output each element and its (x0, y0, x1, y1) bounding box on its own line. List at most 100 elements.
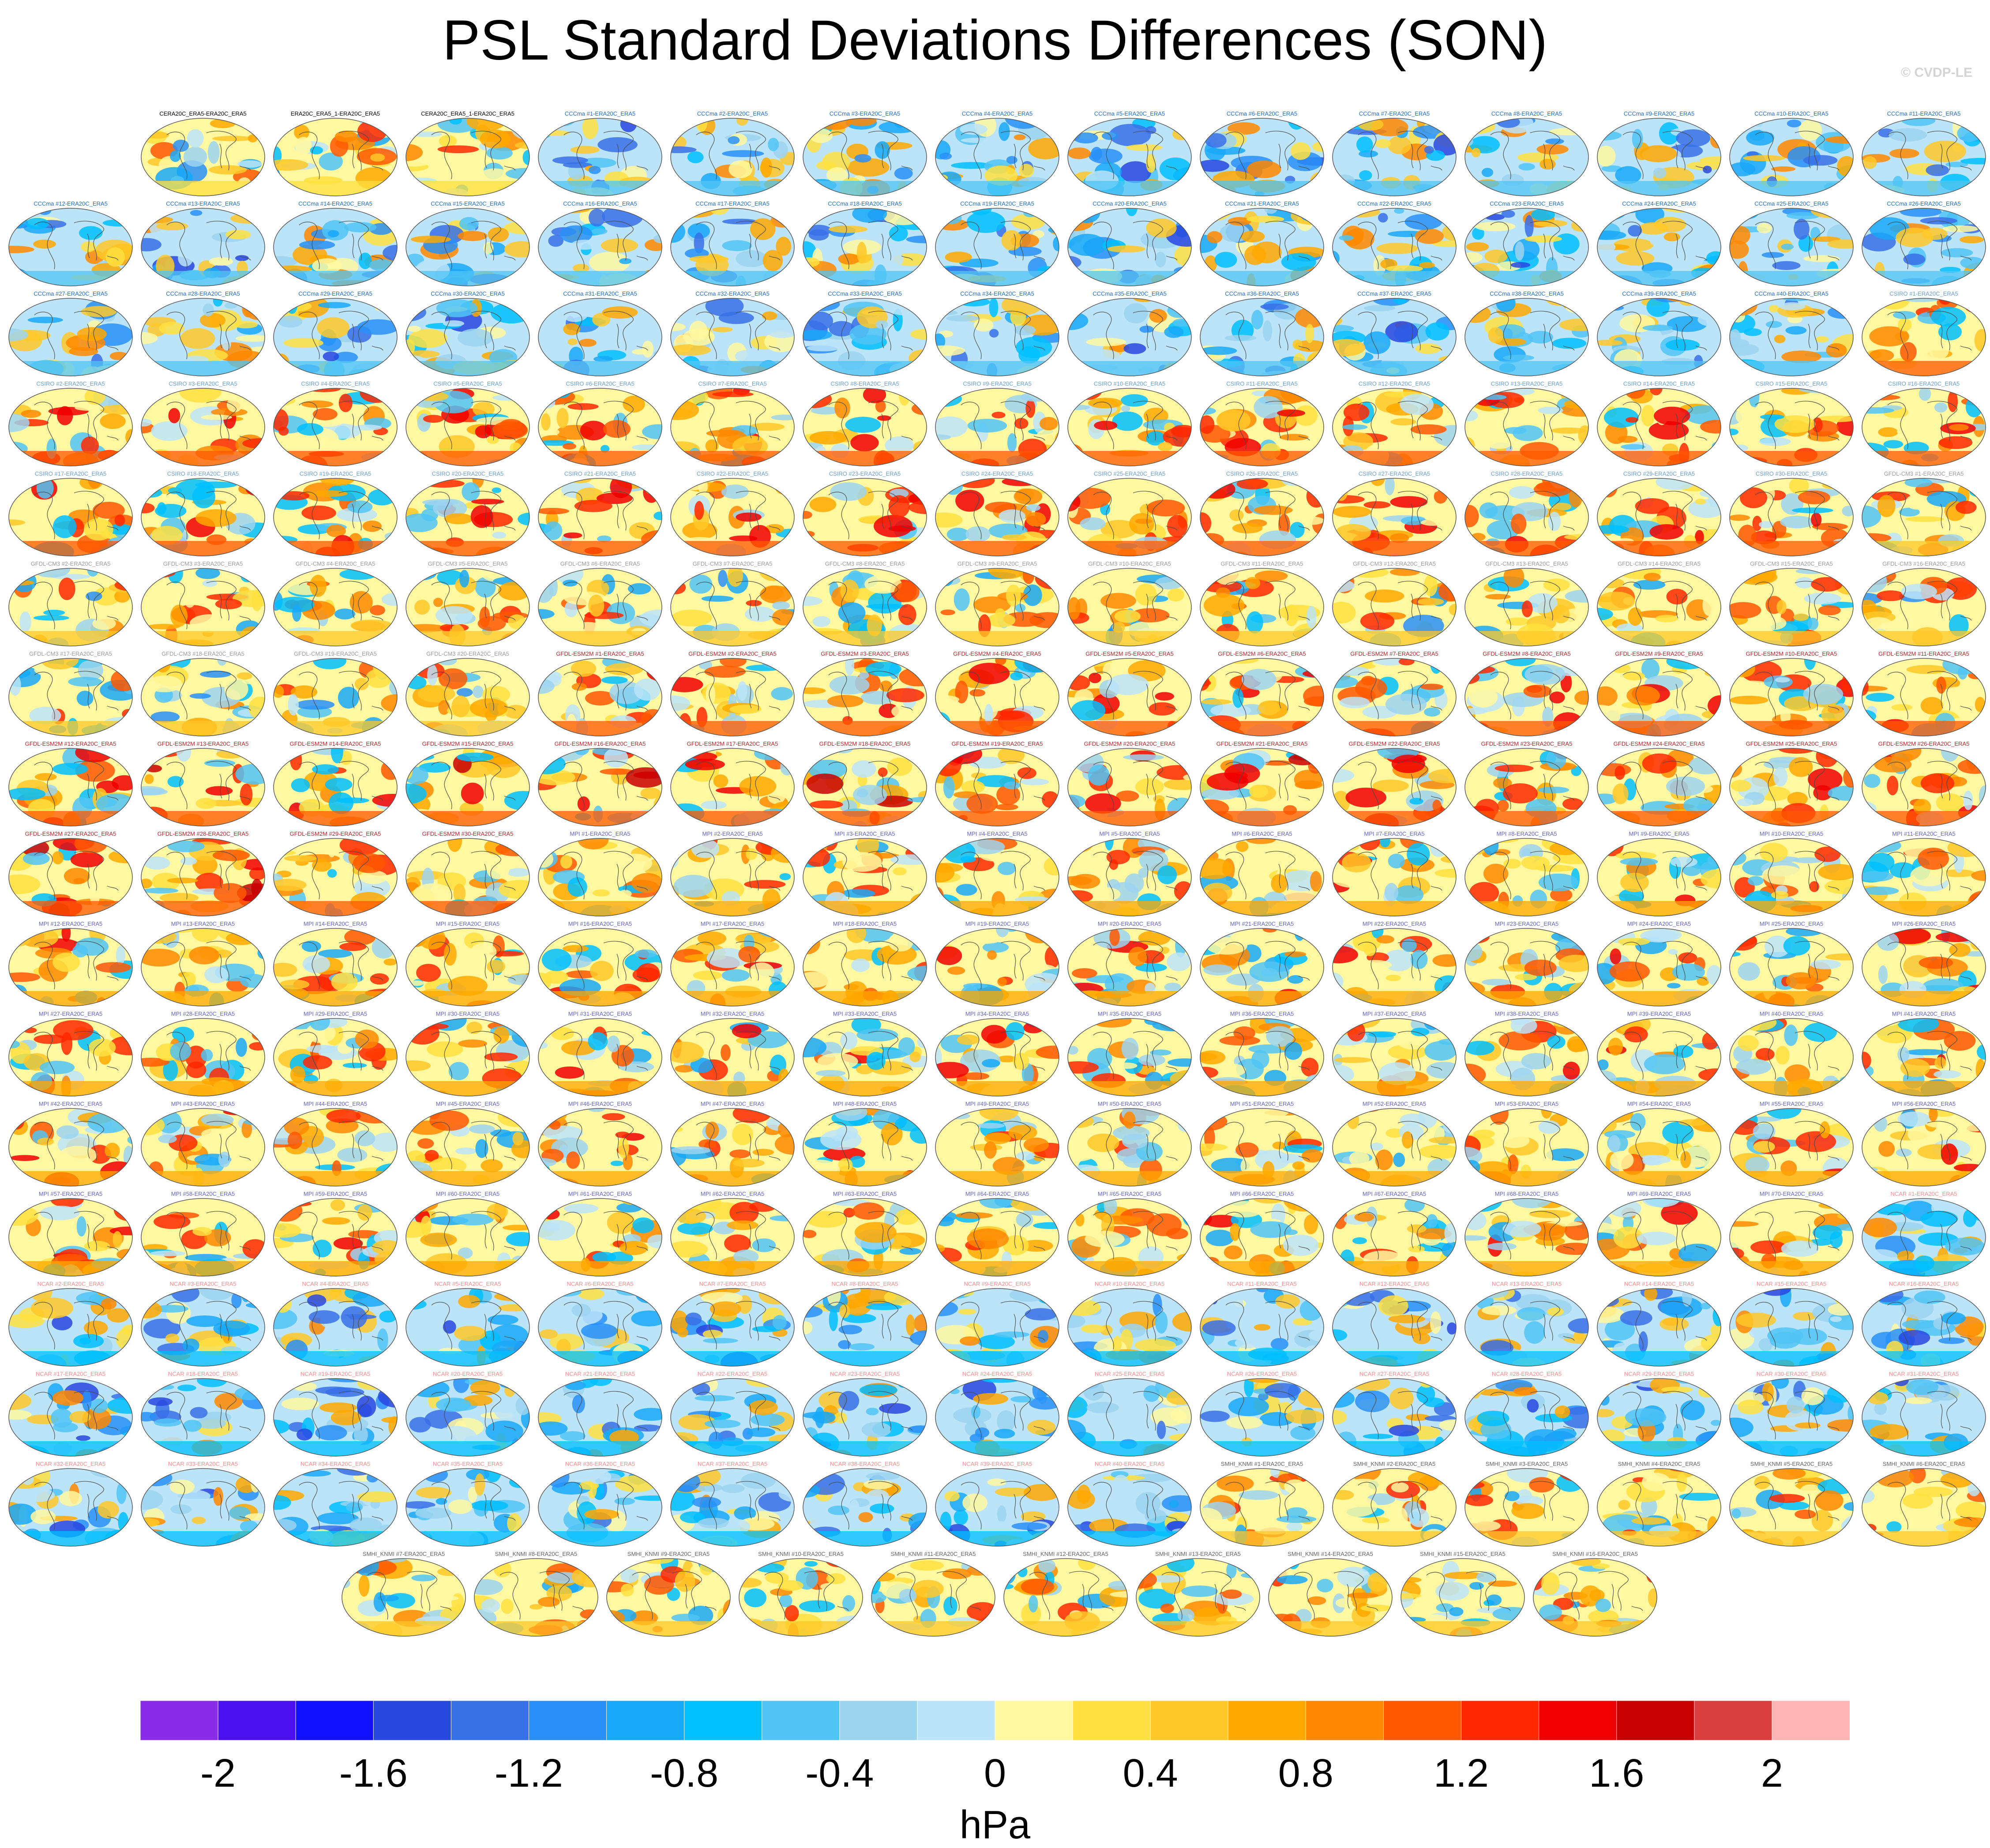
panel-title: CCCma #21-ERA20C_ERA5 (1196, 200, 1328, 207)
globe-map (1861, 387, 1986, 467)
globe-map (935, 117, 1060, 197)
colorbar-swatch (762, 1701, 840, 1740)
panel-title: SMHI_KNMI #2-ERA20C_ERA5 (1328, 1461, 1461, 1468)
panel-title: SMHI_KNMI #14-ERA20C_ERA5 (1264, 1551, 1397, 1558)
panel-title: MPI #1-ERA20C_ERA5 (534, 830, 666, 838)
globe-map (405, 1198, 530, 1277)
map-panel: CSIRO #4-ERA20C_ERA5 (269, 380, 402, 469)
panel-title: NCAR #1-ERA20C_ERA5 (1858, 1191, 1990, 1198)
panel-title: MPI #17-ERA20C_ERA5 (666, 920, 799, 928)
globe-map (273, 1198, 398, 1277)
colorbar-swatch (995, 1701, 1073, 1740)
map-panel: MPI #29-ERA20C_ERA5 (269, 1010, 402, 1099)
map-panel: CSIRO #30-ERA20C_ERA5 (1725, 470, 1858, 559)
panel-title: MPI #40-ERA20C_ERA5 (1725, 1010, 1858, 1018)
map-panel: MPI #52-ERA20C_ERA5 (1328, 1101, 1461, 1189)
panel-title: NCAR #22-ERA20C_ERA5 (666, 1371, 799, 1378)
panel-title: NCAR #2-ERA20C_ERA5 (4, 1281, 137, 1288)
map-panel: CSIRO #6-ERA20C_ERA5 (534, 380, 666, 469)
map-panel: MPI #66-ERA20C_ERA5 (1196, 1191, 1328, 1279)
panel-title: GFDL-CM3 #3-ERA20C_ERA5 (137, 560, 269, 567)
panel-title: GFDL-ESM2M #17-ERA20C_ERA5 (666, 740, 799, 747)
panel-title: MPI #70-ERA20C_ERA5 (1725, 1191, 1858, 1198)
map-panel: CSIRO #2-ERA20C_ERA5 (4, 380, 137, 469)
colorbar-swatch (1772, 1701, 1850, 1740)
globe-map (1199, 1468, 1325, 1547)
globe-map (1861, 1108, 1986, 1187)
panel-title: GFDL-ESM2M #23-ERA20C_ERA5 (1461, 740, 1593, 747)
panel-title: MPI #2-ERA20C_ERA5 (666, 830, 799, 838)
globe-map (8, 657, 133, 737)
panel-title: GFDL-CM3 #9-ERA20C_ERA5 (931, 560, 1063, 567)
globe-map (1464, 117, 1589, 197)
map-panel: GFDL-CM3 #15-ERA20C_ERA5 (1725, 560, 1858, 649)
map-panel: NCAR #3-ERA20C_ERA5 (137, 1281, 269, 1369)
panel-title: MPI #13-ERA20C_ERA5 (137, 920, 269, 928)
map-panel: GFDL-CM3 #13-ERA20C_ERA5 (1461, 560, 1593, 649)
globe-map (8, 1378, 133, 1457)
panel-title: CCCma #34-ERA20C_ERA5 (931, 290, 1063, 297)
panel-title: NCAR #11-ERA20C_ERA5 (1196, 1281, 1328, 1288)
globe-map (537, 928, 663, 1007)
globe-map (1067, 1108, 1192, 1187)
map-panel: CSIRO #22-ERA20C_ERA5 (666, 470, 799, 559)
globe-map (1464, 207, 1589, 287)
colorbar-tick-label: -2 (200, 1751, 236, 1796)
colorbar-swatch (1073, 1701, 1151, 1740)
panel-title: GFDL-ESM2M #4-ERA20C_ERA5 (931, 650, 1063, 657)
globe-map (1332, 297, 1457, 377)
colorbar-units: hPa (0, 1803, 1990, 1848)
globe-map (273, 117, 398, 197)
map-panel: GFDL-ESM2M #11-ERA20C_ERA5 (1858, 650, 1990, 739)
globe-map (405, 117, 530, 197)
colorbar-tick-label: 0.8 (1278, 1751, 1333, 1796)
colorbar-swatch (373, 1701, 451, 1740)
map-panel: MPI #64-ERA20C_ERA5 (931, 1191, 1063, 1279)
panel-title: MPI #37-ERA20C_ERA5 (1328, 1010, 1461, 1018)
globe-map (802, 928, 927, 1007)
panel-title: GFDL-ESM2M #24-ERA20C_ERA5 (1593, 740, 1725, 747)
globe-map (670, 838, 795, 917)
panel-title: NCAR #19-ERA20C_ERA5 (269, 1371, 402, 1378)
panel-title: MPI #42-ERA20C_ERA5 (4, 1101, 137, 1108)
panel-title: CCCma #28-ERA20C_ERA5 (137, 290, 269, 297)
map-panel: GFDL-CM3 #9-ERA20C_ERA5 (931, 560, 1063, 649)
panel-title: GFDL-ESM2M #12-ERA20C_ERA5 (4, 740, 137, 747)
globe-map (537, 477, 663, 557)
panel-title: NCAR #10-ERA20C_ERA5 (1063, 1281, 1196, 1288)
globe-map (1861, 1288, 1986, 1367)
map-panel: MPI #16-ERA20C_ERA5 (534, 920, 666, 1009)
panel-title: CCCma #7-ERA20C_ERA5 (1328, 110, 1461, 117)
panel-title: MPI #8-ERA20C_ERA5 (1461, 830, 1593, 838)
globe-map (8, 1108, 133, 1187)
map-panel: GFDL-CM3 #4-ERA20C_ERA5 (269, 560, 402, 649)
panel-title: GFDL-ESM2M #15-ERA20C_ERA5 (402, 740, 534, 747)
panel-title: NCAR #17-ERA20C_ERA5 (4, 1371, 137, 1378)
panel-title: CCCma #32-ERA20C_ERA5 (666, 290, 799, 297)
globe-map (802, 117, 927, 197)
globe-map (1464, 387, 1589, 467)
map-panel: GFDL-ESM2M #30-ERA20C_ERA5 (402, 830, 534, 919)
map-panel: CSIRO #20-ERA20C_ERA5 (402, 470, 534, 559)
globe-map (8, 747, 133, 827)
map-panel: SMHI_KNMI #6-ERA20C_ERA5 (1858, 1461, 1990, 1549)
map-panel: MPI #26-ERA20C_ERA5 (1858, 920, 1990, 1009)
map-panel: MPI #27-ERA20C_ERA5 (4, 1010, 137, 1099)
panel-title: MPI #56-ERA20C_ERA5 (1858, 1101, 1990, 1108)
map-panel: MPI #4-ERA20C_ERA5 (931, 830, 1063, 919)
panel-title: CCCma #17-ERA20C_ERA5 (666, 200, 799, 207)
map-panel: CCCma #17-ERA20C_ERA5 (666, 200, 799, 289)
panel-title: CSIRO #25-ERA20C_ERA5 (1063, 470, 1196, 477)
panel-title: GFDL-CM3 #15-ERA20C_ERA5 (1725, 560, 1858, 567)
map-panel: CCCma #11-ERA20C_ERA5 (1858, 110, 1990, 199)
globe-map (802, 657, 927, 737)
map-panel: CCCma #4-ERA20C_ERA5 (931, 110, 1063, 199)
map-panel: MPI #57-ERA20C_ERA5 (4, 1191, 137, 1279)
map-panel: CCCma #34-ERA20C_ERA5 (931, 290, 1063, 379)
globe-map (935, 747, 1060, 827)
map-panel: CSIRO #23-ERA20C_ERA5 (799, 470, 931, 559)
panel-title: CSIRO #4-ERA20C_ERA5 (269, 380, 402, 387)
panel-title: NCAR #29-ERA20C_ERA5 (1593, 1371, 1725, 1378)
map-panel: NCAR #27-ERA20C_ERA5 (1328, 1371, 1461, 1459)
panel-title: ERA20C_ERA5_1-ERA20C_ERA5 (269, 110, 402, 117)
